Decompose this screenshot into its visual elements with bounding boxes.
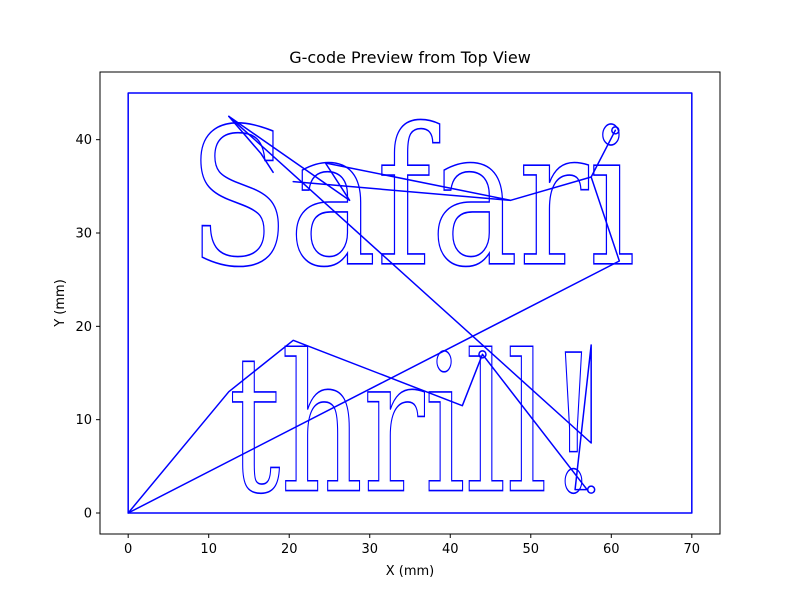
y-tick-label: 20	[75, 320, 92, 335]
toolpath-group	[127, 92, 693, 514]
engraved-word-safari: Safari	[189, 88, 636, 309]
engraved-word-thrill: thrill!	[229, 315, 599, 536]
toolpath-border	[127, 92, 693, 514]
x-tick-label: 10	[200, 542, 217, 557]
x-tick-label: 70	[684, 542, 701, 557]
path-marker	[586, 485, 596, 494]
y-tick-label: 30	[75, 227, 92, 242]
toolpath-travel	[127, 115, 621, 514]
y-tick-label: 10	[75, 413, 92, 428]
x-tick-label: 60	[603, 542, 620, 557]
path-marker	[478, 350, 487, 359]
path-marker	[611, 126, 620, 135]
y-tick-label: 0	[84, 507, 92, 522]
chart-title: G-code Preview from Top View	[289, 48, 531, 67]
x-tick-label: 30	[361, 542, 378, 557]
toolpath-serif-t	[228, 115, 274, 174]
x-tick-label: 0	[124, 542, 132, 557]
x-tick-label: 50	[523, 542, 540, 557]
x-tick-label: 20	[281, 542, 298, 557]
x-tick-label: 40	[442, 542, 459, 557]
x-axis-label: X (mm)	[386, 564, 435, 579]
plot-area-frame	[99, 71, 721, 535]
axis-ticks: 0 10 20 30 40 50 60 70 0 10 20 30 40	[75, 133, 700, 557]
y-axis-label: Y (mm)	[53, 279, 68, 328]
y-tick-label: 40	[75, 133, 92, 148]
